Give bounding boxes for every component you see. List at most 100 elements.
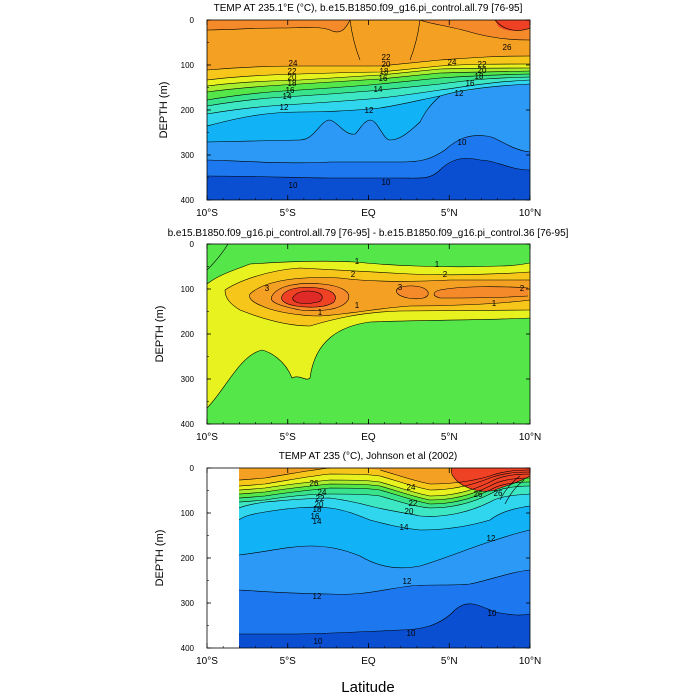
x-tick-label: 10°S [196, 208, 218, 219]
contour-label: 18 [475, 72, 484, 81]
contour-label: 24 [289, 59, 298, 68]
y-tick-label: 200 [181, 554, 195, 563]
contour-label: 1 [355, 301, 360, 310]
contour-label: 12 [365, 106, 374, 115]
contour-label: 12 [280, 103, 289, 112]
panel-temperature-difference: b.e15.B1850.f09_g16.pi_control.all.79 [7… [154, 228, 569, 443]
contour-label: 24 [407, 483, 416, 492]
band-gt27 [495, 20, 530, 31]
contour-label: 16 [379, 74, 388, 83]
x-tick-label: 5°S [280, 656, 297, 667]
contour-label: 24 [448, 58, 457, 67]
contour-label: 3 [265, 284, 270, 293]
contour-label: 1 [355, 257, 360, 266]
contour-label: 22 [478, 60, 487, 69]
panel1-contour-field: 26 24 24 22 22 22 20 20 20 18 18 18 16 1… [207, 20, 530, 200]
panel3-y-axis: 0 100 200 300 400 [181, 464, 530, 653]
contour-label: 26 [494, 489, 503, 498]
y-tick-label: 300 [181, 599, 195, 608]
contour-label: 18 [313, 505, 322, 514]
panel1-contour-lines [207, 20, 530, 179]
x-tick-label: 10°S [196, 656, 218, 667]
y-tick-label: 300 [181, 375, 195, 384]
x-tick-label: 5°N [441, 432, 458, 443]
x-tick-label: 5°N [441, 656, 458, 667]
panel2-x-axis: 10°S 5°S EQ 5°N 10°N [196, 244, 541, 443]
panel3-contour-field: 26 26 24 24 22 22 20 20 18 16 14 14 12 1… [239, 468, 530, 648]
panel2-ylabel: DEPTH (m) [154, 306, 166, 363]
contour-label: 26 [503, 43, 512, 52]
contour-label: 22 [316, 494, 325, 503]
y-tick-label: 400 [181, 196, 195, 205]
panel3-contour-labels: 26 26 24 24 22 22 20 20 18 16 14 14 12 1… [310, 479, 503, 646]
panel1-ylabel: DEPTH (m) [158, 82, 170, 139]
panel-model-temperature: TEMP AT 235.1°E (°C), b.e15.B1850.f09_g1… [158, 3, 541, 219]
y-tick-label: 400 [181, 644, 195, 653]
x-tick-label: 10°S [196, 432, 218, 443]
y-tick-label: 300 [181, 151, 195, 160]
panel3-contour-lines [239, 468, 530, 635]
x-tick-label: 10°N [519, 432, 541, 443]
x-tick-label: 10°N [519, 656, 541, 667]
contour-label: 16 [466, 79, 475, 88]
panel2-title: b.e15.B1850.f09_g16.pi_control.all.79 [7… [168, 228, 569, 239]
contour-label: 20 [288, 73, 297, 82]
contour-label: 16 [311, 512, 320, 521]
contour-label: 18 [288, 79, 297, 88]
contour-label: 14 [374, 85, 383, 94]
y-tick-label: 400 [181, 420, 195, 429]
contour-label: 12 [487, 534, 496, 543]
band-2.5-3 [271, 283, 528, 311]
contour-label: 1 [435, 260, 440, 269]
panel3-title: TEMP AT 235 (°C), Johnson et al (2002) [279, 451, 458, 462]
y-tick-label: 200 [181, 106, 195, 115]
contour-label: 10 [407, 629, 416, 638]
panel1-y-axis: 0 100 200 300 400 [181, 16, 530, 205]
contour-label: 10 [314, 637, 323, 646]
contour-label: 10 [382, 178, 391, 187]
contour-label: 26 [474, 490, 483, 499]
panel3-x-axis: 10°S 5°S EQ 5°N 10°N [196, 468, 541, 667]
contour-label: 1 [318, 308, 323, 317]
y-tick-label: 100 [181, 61, 195, 70]
x-tick-label: 5°S [280, 208, 297, 219]
y-tick-label: 0 [190, 240, 195, 249]
figure-xlabel: Latitude [341, 679, 394, 696]
y-tick-label: 0 [190, 464, 195, 473]
x-tick-label: 5°N [441, 208, 458, 219]
x-tick-label: EQ [361, 432, 376, 443]
contour-label: 18 [380, 67, 389, 76]
contour-label: 2 [520, 284, 525, 293]
contour-label: 12 [403, 577, 412, 586]
x-tick-label: EQ [361, 208, 376, 219]
panel2-contour-field: 1 1 2 2 3 3 2 1 1 1 [207, 244, 530, 424]
contour-label: 1 [492, 299, 497, 308]
contour-label: 10 [289, 181, 298, 190]
x-tick-label: 5°S [280, 432, 297, 443]
contour-label: 10 [458, 138, 467, 147]
band-gt4 [292, 291, 323, 304]
contour-label: 10 [488, 609, 497, 618]
contour-label: 2 [443, 270, 448, 279]
x-tick-label: 10°N [519, 208, 541, 219]
band-gt27 [451, 468, 530, 492]
contour-label: 20 [382, 60, 391, 69]
panel3-ylabel: DEPTH (m) [154, 530, 166, 587]
y-tick-label: 200 [181, 330, 195, 339]
contour-label: 24 [318, 488, 327, 497]
y-tick-label: 0 [190, 16, 195, 25]
band-24-25 [207, 20, 530, 70]
contour-label: 20 [405, 507, 414, 516]
panel-observed-temperature: TEMP AT 235 (°C), Johnson et al (2002) [154, 451, 541, 667]
contour-label: 16 [286, 86, 295, 95]
contour-label: 22 [288, 67, 297, 76]
contour-label: 14 [400, 523, 409, 532]
y-tick-label: 100 [181, 285, 195, 294]
contour-label: 3 [398, 283, 403, 292]
contour-label: 14 [313, 517, 322, 526]
contour-label: 14 [283, 92, 292, 101]
panel2-contour-lines [207, 244, 530, 409]
contour-label: 12 [455, 89, 464, 98]
contour-label: 20 [478, 66, 487, 75]
